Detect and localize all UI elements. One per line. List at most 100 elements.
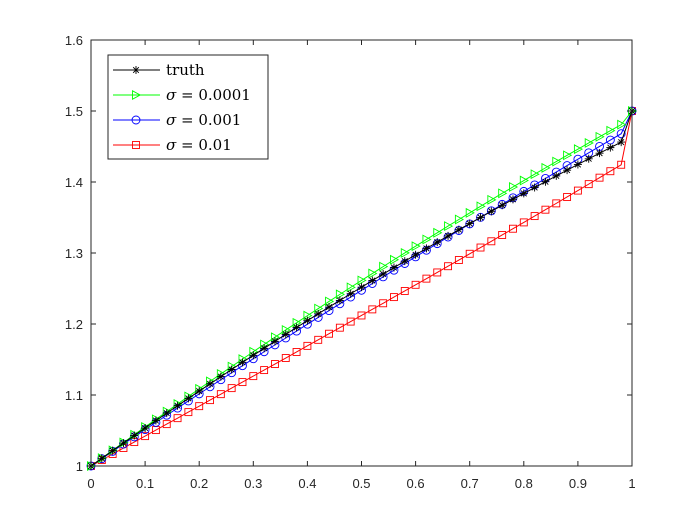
- data-point: [444, 231, 453, 240]
- data-point: [130, 431, 139, 440]
- legend-value-text: = 0.001: [176, 111, 241, 129]
- data-point: [400, 247, 410, 258]
- data-point: [573, 186, 582, 195]
- data-point: [444, 221, 454, 232]
- y-tick-label: 1.3: [65, 246, 83, 261]
- data-point: [206, 396, 214, 405]
- data-point: [281, 354, 290, 362]
- data-point: [552, 171, 561, 180]
- data-point: [260, 366, 269, 375]
- data-point: [346, 289, 355, 298]
- data-point: [400, 287, 409, 295]
- data-point: [292, 348, 301, 356]
- data-point: [606, 167, 615, 176]
- y-tick-label: 1.2: [65, 317, 83, 332]
- x-tick-label: 0.1: [136, 476, 154, 491]
- data-point: [465, 249, 474, 258]
- data-point: [616, 129, 626, 139]
- data-point: [400, 257, 409, 266]
- data-point: [617, 119, 627, 130]
- data-point: [162, 409, 171, 418]
- data-point: [465, 219, 474, 228]
- data-point: [422, 234, 432, 245]
- data-point: [411, 250, 420, 259]
- data-point: [563, 166, 572, 175]
- data-point: [260, 344, 269, 353]
- legend-label: σ = 0.001: [166, 111, 241, 129]
- y-tick-label: 1.1: [65, 388, 83, 403]
- x-tick-label: 0.5: [352, 476, 370, 491]
- data-point: [357, 311, 366, 320]
- data-point: [368, 305, 377, 314]
- data-point: [227, 384, 236, 393]
- data-point: [541, 205, 550, 214]
- legend-entry: truth: [113, 61, 205, 79]
- data-point: [173, 401, 182, 410]
- data-point: [379, 261, 389, 272]
- data-point: [325, 329, 333, 338]
- data-point: [357, 275, 367, 286]
- data-point: [195, 387, 204, 396]
- data-point: [487, 194, 497, 205]
- y-axis: 1 1.1 1.2 1.3 1.4 1.5 1.6: [65, 33, 632, 474]
- x-tick-label: 0.3: [244, 476, 262, 491]
- data-point: [444, 262, 453, 271]
- data-point: [584, 180, 593, 189]
- data-point: [433, 268, 442, 277]
- legend-marker: [131, 115, 141, 125]
- x-tick-label: 0.6: [407, 476, 425, 491]
- data-point: [498, 201, 507, 210]
- data-point: [530, 212, 539, 221]
- x-tick-label: 0.4: [298, 476, 316, 491]
- data-point: [509, 224, 517, 233]
- data-point: [606, 143, 615, 152]
- data-point: [270, 360, 279, 368]
- data-point: [346, 317, 355, 326]
- data-point: [270, 337, 279, 346]
- data-point: [552, 199, 561, 208]
- data-point: [606, 125, 616, 136]
- series-0: [87, 107, 636, 470]
- data-point: [541, 177, 550, 186]
- y-tick-label: 1: [76, 459, 83, 474]
- data-point: [325, 303, 334, 312]
- series-3: [87, 107, 636, 470]
- data-point: [476, 201, 486, 212]
- data-point: [595, 149, 604, 158]
- legend-marker: [132, 141, 140, 149]
- legend-sigma-symbol: σ: [166, 111, 177, 129]
- data-point: [314, 335, 323, 344]
- data-point: [498, 231, 507, 239]
- data-point: [195, 402, 204, 411]
- legend-label-text: truth: [166, 61, 205, 79]
- data-point: [206, 379, 215, 388]
- x-axis: 0 0.1 0.2 0.3 0.4 0.5 0.6 0.7 0.8 0.9 1: [87, 40, 636, 491]
- data-point: [184, 394, 193, 403]
- data-point: [249, 351, 258, 360]
- data-point: [216, 372, 225, 381]
- data-point: [281, 330, 290, 339]
- data-point: [357, 283, 366, 292]
- data-point: [292, 323, 301, 332]
- data-point: [584, 154, 593, 163]
- legend-sigma-symbol: σ: [166, 136, 177, 154]
- data-point: [303, 316, 312, 325]
- data-point: [530, 183, 539, 192]
- y-tick-label: 1.6: [65, 33, 83, 48]
- data-point: [390, 254, 400, 265]
- legend-entry: σ = 0.0001: [113, 86, 251, 104]
- data-point: [238, 358, 247, 367]
- data-point: [519, 175, 529, 186]
- data-point: [509, 182, 519, 192]
- data-point: [411, 280, 420, 289]
- data-point: [238, 378, 247, 387]
- data-point: [595, 131, 605, 142]
- series-layer: [86, 106, 638, 471]
- data-point: [108, 446, 117, 455]
- data-point: [519, 218, 528, 227]
- y-tick-label: 1.4: [65, 175, 83, 190]
- data-point: [476, 213, 485, 222]
- data-point: [573, 160, 582, 169]
- legend-value-text: = 0.0001: [176, 86, 251, 104]
